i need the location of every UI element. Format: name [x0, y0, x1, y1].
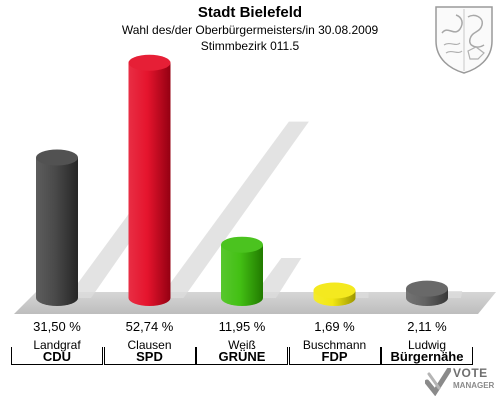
- brand-manager-text: MANAGER: [453, 381, 495, 390]
- party-label: GRÜNE: [218, 349, 266, 364]
- value-label: 52,74 %: [125, 319, 174, 334]
- label-bracket: [381, 347, 473, 365]
- candidate-label: Buschmann: [302, 338, 367, 352]
- brand-vote-text: VOTE: [453, 366, 488, 380]
- checkmark-icon: [425, 368, 451, 396]
- candidate-label: Weiß: [228, 338, 256, 352]
- label-bracket: [196, 347, 288, 365]
- vote-manager-logo: VOTE MANAGER: [425, 366, 497, 396]
- bar-top: [128, 54, 171, 71]
- bar-body: [221, 244, 263, 306]
- bar-top: [36, 149, 78, 166]
- value-label: 31,50 %: [33, 319, 81, 334]
- label-bracket: [11, 347, 103, 365]
- label-bracket: [288, 347, 381, 365]
- candidate-label: Landgraf: [33, 338, 81, 352]
- value-label: 11,95 %: [218, 319, 266, 334]
- party-label: Bürgernähe: [390, 349, 464, 364]
- bar-grüne: [221, 236, 263, 306]
- bar-bürgernähe: [406, 280, 448, 306]
- value-label: 2,11 %: [407, 319, 447, 334]
- bar-shadow: [159, 121, 309, 298]
- bar-fdp: [313, 282, 356, 306]
- party-label: FDP: [321, 349, 348, 364]
- candidate-label: Ludwig: [407, 338, 447, 352]
- district-label: Stimmbezirk 011.5: [200, 39, 300, 53]
- candidate-label: Clausen: [127, 338, 172, 352]
- bar-top: [406, 280, 448, 297]
- bar-body: [36, 157, 78, 306]
- bar-top: [221, 236, 263, 253]
- bar-body: [128, 62, 171, 306]
- bar-shadow: [252, 258, 302, 298]
- bar-cdu: [36, 149, 78, 306]
- bar-spd: [128, 54, 171, 306]
- label-bracket: [103, 347, 196, 365]
- election-subtitle: Wahl des/der Oberbürgermeisters/in 30.08…: [121, 23, 379, 37]
- party-label: CDU: [42, 349, 72, 364]
- chart-title: Stadt Bielefeld: [197, 4, 303, 21]
- bars-group: [36, 54, 448, 306]
- value-label: 1,69 %: [314, 319, 355, 334]
- coat-of-arms-icon: [435, 6, 493, 74]
- bar-shadows: [67, 121, 463, 298]
- bar-top: [313, 282, 356, 299]
- party-label: SPD: [136, 349, 163, 364]
